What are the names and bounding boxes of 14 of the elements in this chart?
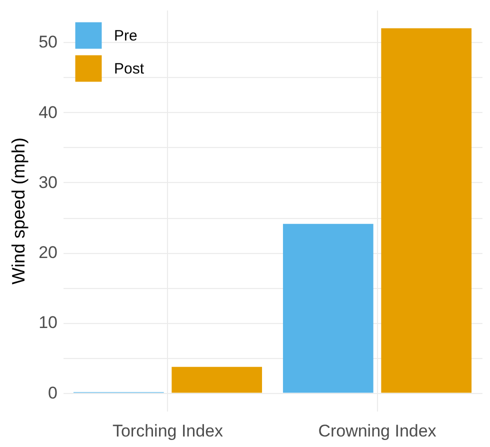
bar xyxy=(172,366,262,393)
legend-label: Post xyxy=(114,60,145,78)
y-axis-title: Wind speed (mph) xyxy=(8,137,29,285)
bar xyxy=(381,28,472,393)
y-tick-label: 30 xyxy=(38,172,58,192)
y-tick-label: 40 xyxy=(38,102,58,122)
bar xyxy=(282,224,374,393)
legend-label: Pre xyxy=(114,28,138,44)
y-tick-label: 20 xyxy=(38,243,58,262)
y-tick-label: 10 xyxy=(38,313,58,332)
x-tick-label: Torching Index xyxy=(112,422,224,440)
y-tick-label: 50 xyxy=(38,32,58,52)
x-tick-label: Crowning Index xyxy=(318,422,437,440)
y-tick-label: 0 xyxy=(48,383,58,402)
